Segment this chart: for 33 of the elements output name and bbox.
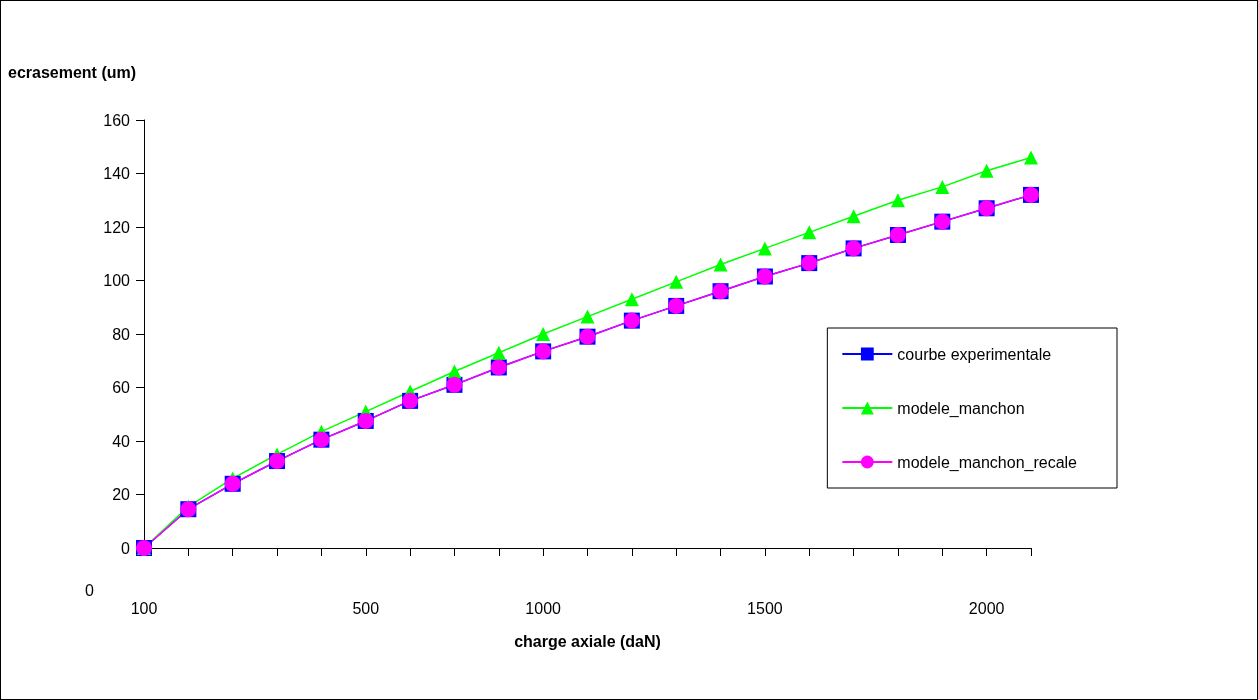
point (624, 292, 639, 307)
y-tick-label: 160 (103, 111, 131, 129)
point (580, 309, 595, 324)
y-tick-label: 0 (121, 539, 131, 557)
x-tick-label: 2000 (968, 599, 1005, 617)
point (890, 193, 905, 208)
legend-label: modele_manchon_recale (897, 453, 1078, 472)
point (669, 274, 684, 289)
x-tick-label: 500 (352, 599, 380, 617)
legend-label: courbe experimentale (897, 345, 1052, 363)
y-tick-label: 40 (112, 432, 131, 450)
y-tick-label: 120 (103, 218, 131, 236)
point (846, 209, 861, 224)
point (536, 327, 551, 341)
x-tick-label: 1500 (747, 599, 783, 617)
x-tick-label: 100 (130, 599, 158, 617)
point (713, 257, 728, 272)
y-tick-label: 140 (103, 165, 131, 182)
y-axis-title: ecrasement (um) (8, 63, 137, 81)
y-tick-label: 20 (112, 486, 131, 503)
legend-label: modele_manchon (897, 399, 1025, 418)
x-axis-title: charge axiale (daN) (514, 632, 661, 650)
point (802, 225, 817, 240)
y-tick-label: 60 (112, 379, 131, 396)
x-tick-label: 1000 (525, 599, 562, 617)
text: 0 (85, 581, 94, 599)
point (491, 345, 506, 360)
point (979, 163, 994, 178)
y-tick-label: 80 (112, 325, 131, 343)
point (1024, 150, 1038, 165)
y-tick-label: 100 (103, 272, 131, 289)
point (757, 241, 772, 256)
point (935, 179, 950, 194)
